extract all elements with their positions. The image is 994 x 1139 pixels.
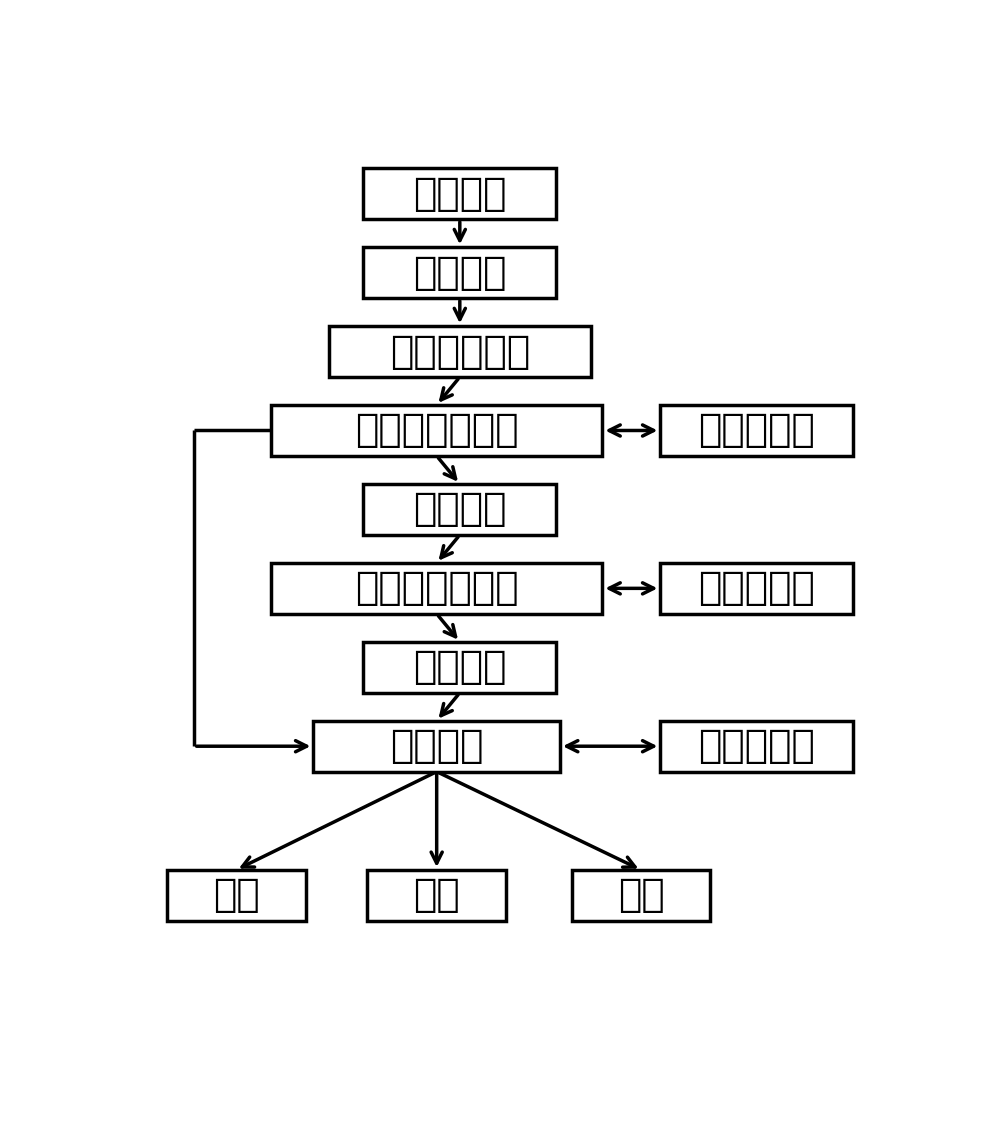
FancyBboxPatch shape [571, 870, 710, 920]
FancyBboxPatch shape [270, 405, 601, 456]
Text: 第二级数据处理: 第二级数据处理 [355, 570, 518, 607]
FancyBboxPatch shape [167, 870, 305, 920]
Text: 行为数据分析: 行为数据分析 [390, 333, 530, 370]
FancyBboxPatch shape [363, 169, 556, 219]
Text: 后端数据库: 后端数据库 [698, 570, 814, 607]
FancyBboxPatch shape [313, 721, 560, 771]
FancyBboxPatch shape [363, 247, 556, 298]
Text: 亲人: 亲人 [617, 876, 664, 915]
FancyBboxPatch shape [270, 563, 601, 614]
Text: 数据传输: 数据传输 [413, 491, 506, 528]
FancyBboxPatch shape [363, 484, 556, 535]
FancyBboxPatch shape [363, 642, 556, 693]
FancyBboxPatch shape [660, 405, 852, 456]
Text: 人工识别: 人工识别 [390, 727, 483, 765]
Text: 本人: 本人 [413, 876, 459, 915]
Text: 巡警: 巡警 [213, 876, 259, 915]
Text: 前端数据库: 前端数据库 [698, 411, 814, 450]
Text: 公共数据库: 公共数据库 [698, 727, 814, 765]
Text: 数据传输: 数据传输 [413, 254, 506, 292]
FancyBboxPatch shape [660, 721, 852, 771]
Text: 第一级数据处理: 第一级数据处理 [355, 411, 518, 450]
FancyBboxPatch shape [660, 563, 852, 614]
Text: 数据采集: 数据采集 [413, 174, 506, 213]
FancyBboxPatch shape [367, 870, 506, 920]
FancyBboxPatch shape [328, 326, 590, 377]
Text: 数据传输: 数据传输 [413, 648, 506, 687]
